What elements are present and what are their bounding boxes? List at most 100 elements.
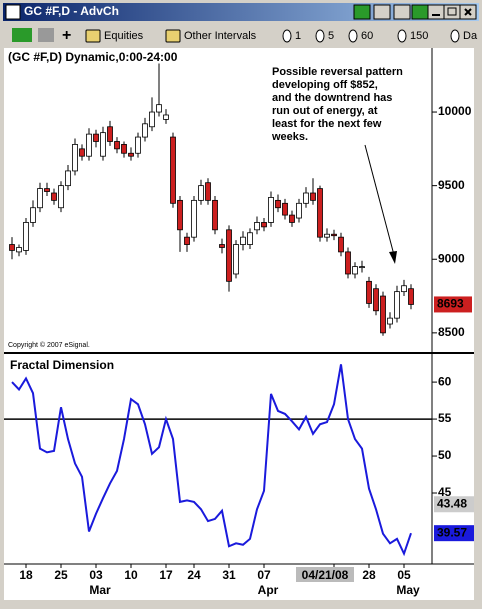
button[interactable] (411, 4, 429, 20)
maximize-button[interactable] (443, 4, 461, 20)
y-tick-label: 9500 (438, 178, 465, 192)
candle-body (310, 192, 316, 201)
candle-body (170, 136, 176, 204)
candle-body (394, 291, 400, 319)
candle-body (100, 132, 106, 157)
x-tick-label: 04/21/08 (302, 568, 349, 582)
candle-body (205, 182, 211, 201)
toolbar-button[interactable] (282, 29, 292, 43)
window-buttons (353, 4, 477, 20)
candle-body (212, 199, 218, 231)
candle-body (296, 202, 302, 219)
indicator-line (11, 364, 412, 557)
candle-body (373, 288, 379, 312)
candle-body (30, 207, 36, 223)
candle-body (79, 148, 85, 157)
candle-body (9, 244, 15, 251)
toolbar-button[interactable] (348, 29, 358, 43)
x-tick-label: 28 (362, 568, 376, 582)
toolbar-button[interactable] (165, 29, 181, 43)
y-tick-label: 60 (438, 374, 452, 388)
candle-body (352, 266, 358, 275)
candle-body (135, 136, 141, 154)
candle-body (107, 126, 113, 142)
last-value-box (434, 525, 474, 542)
x-tick-label: 25 (54, 568, 68, 582)
y-tick-label: 10000 (438, 104, 472, 118)
candle-body (156, 104, 162, 113)
annotation: weeks. (271, 131, 308, 143)
candle-body (331, 233, 337, 237)
x-tick-label: 05 (397, 568, 411, 582)
annotation: Possible reversal pattern (272, 66, 403, 78)
x-axis-area (4, 564, 474, 600)
tool-icon[interactable] (12, 28, 32, 42)
indicator-panel (4, 354, 432, 564)
x-tick-label: 17 (159, 568, 173, 582)
x-highlight (296, 567, 354, 582)
window-title: GC #F,D - AdvCh (24, 4, 119, 18)
candle-body (387, 317, 393, 325)
toolbar-button[interactable] (85, 29, 101, 43)
toolbar-label: 150 (410, 30, 428, 42)
candle-body (163, 114, 169, 120)
candle-body (282, 202, 288, 216)
marker-box (434, 496, 474, 513)
y-tick-label: 9000 (438, 251, 465, 265)
y-tick-label: 55 (438, 411, 452, 425)
toolbar: + (3, 24, 479, 46)
button[interactable] (373, 4, 391, 20)
app-icon (5, 4, 21, 20)
toolbar-bg (3, 24, 479, 46)
candle-body (114, 141, 120, 150)
toolbar-label: Equities (104, 30, 144, 42)
last-value-label: 39.57 (437, 525, 467, 539)
toolbar-label: Da (463, 30, 478, 42)
candle-body (401, 285, 407, 293)
toolbar-button[interactable] (397, 29, 407, 43)
tool-icon[interactable] (38, 28, 54, 42)
candle-body (72, 144, 78, 172)
candle-body (86, 133, 92, 157)
button[interactable] (353, 4, 371, 20)
marker-label: 43.48 (437, 496, 467, 510)
candle-body (128, 152, 134, 157)
candle-body (275, 199, 281, 209)
toolbar-button[interactable] (450, 29, 460, 43)
candle-body (359, 266, 365, 269)
toolbar-label: 5 (328, 30, 334, 42)
toolbar-button[interactable] (315, 29, 325, 43)
y-tick-label: 8500 (438, 325, 465, 339)
candle-body (254, 222, 260, 231)
x-tick-label: 07 (257, 568, 271, 582)
candle-body (345, 251, 351, 275)
x-tick-label: 10 (124, 568, 138, 582)
candle-body (247, 232, 253, 245)
candle-body (93, 133, 99, 142)
candle-body (268, 197, 274, 223)
candle-body (303, 192, 309, 204)
candle-body (324, 233, 330, 238)
y-tick-label: 45 (438, 485, 452, 499)
button[interactable] (393, 4, 411, 20)
minimize-button[interactable] (427, 4, 445, 20)
candle-body (16, 247, 22, 253)
candle-body (58, 185, 64, 209)
candle-body (219, 244, 225, 248)
candle-body (23, 222, 29, 251)
add-icon[interactable]: + (62, 27, 71, 44)
annotation: run out of energy, at (272, 105, 378, 117)
candle-body (198, 185, 204, 201)
candle-body (191, 199, 197, 238)
candle-body (121, 144, 127, 154)
candle-body (44, 188, 50, 192)
last-price-label: 8693 (437, 297, 464, 311)
candle-body (366, 280, 372, 304)
toolbar-label: 1 (295, 30, 301, 42)
annotation: and the downtrend has (272, 92, 392, 104)
month-label: May (396, 583, 420, 597)
candle-body (142, 123, 148, 138)
indicator-title: Fractal Dimension (10, 358, 114, 372)
